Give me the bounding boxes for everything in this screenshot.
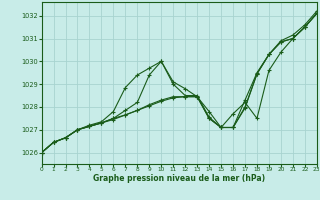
X-axis label: Graphe pression niveau de la mer (hPa): Graphe pression niveau de la mer (hPa)	[93, 174, 265, 183]
